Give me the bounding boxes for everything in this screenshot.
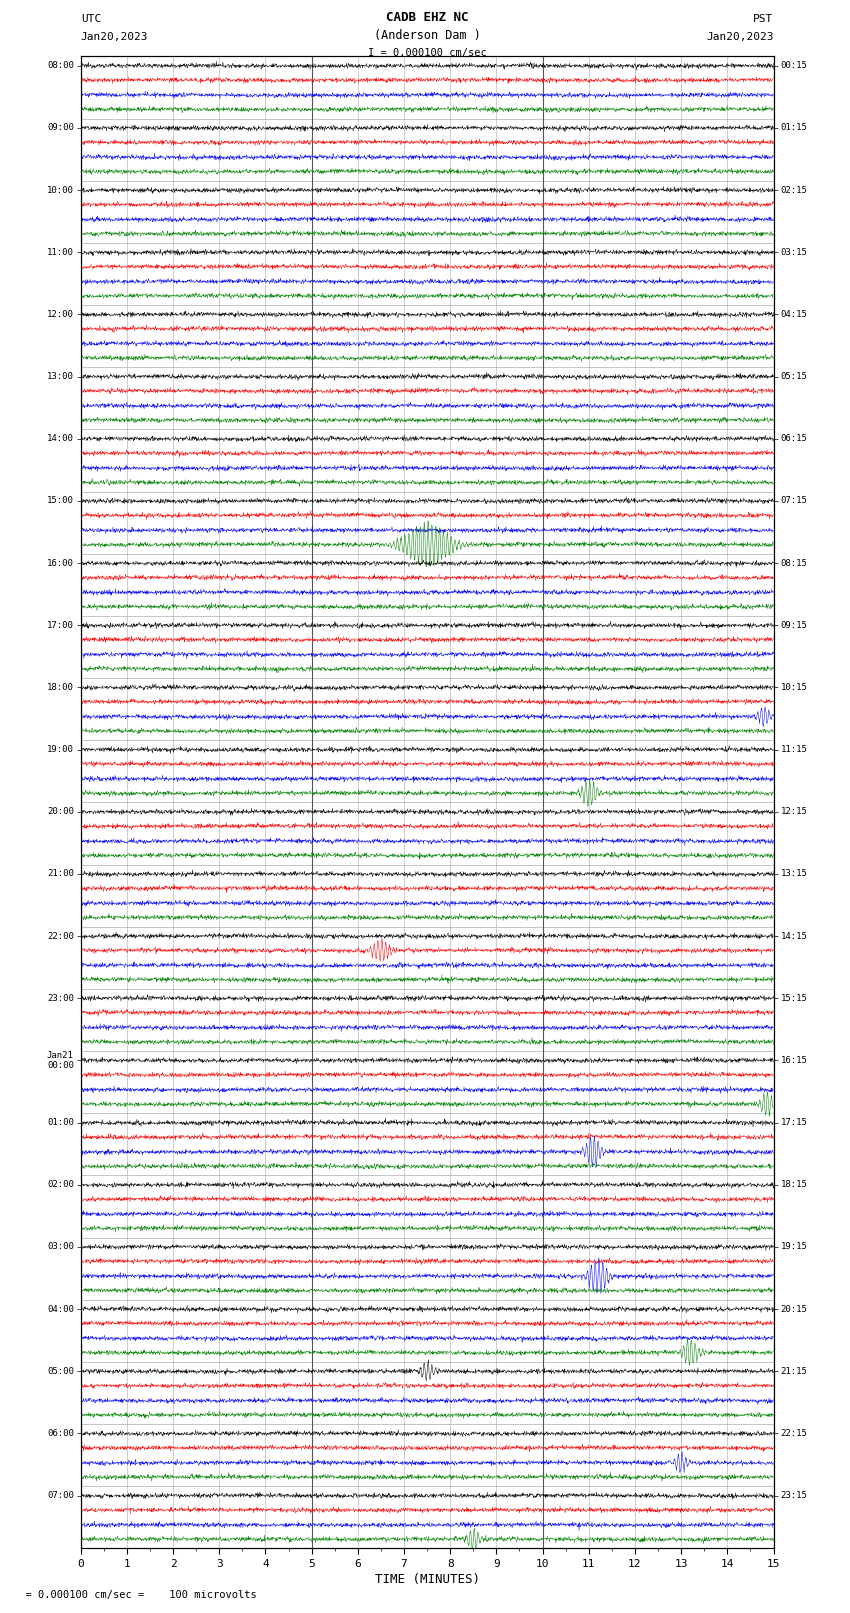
Text: Jan20,2023: Jan20,2023 [706, 32, 774, 42]
Text: CADB EHZ NC: CADB EHZ NC [386, 11, 468, 24]
X-axis label: TIME (MINUTES): TIME (MINUTES) [375, 1573, 479, 1586]
Text: I = 0.000100 cm/sec: I = 0.000100 cm/sec [368, 48, 486, 58]
Text: (Anderson Dam ): (Anderson Dam ) [374, 29, 480, 42]
Text: UTC: UTC [81, 13, 101, 24]
Text: Jan20,2023: Jan20,2023 [81, 32, 148, 42]
Text: = 0.000100 cm/sec =    100 microvolts: = 0.000100 cm/sec = 100 microvolts [13, 1590, 257, 1600]
Text: PST: PST [753, 13, 774, 24]
